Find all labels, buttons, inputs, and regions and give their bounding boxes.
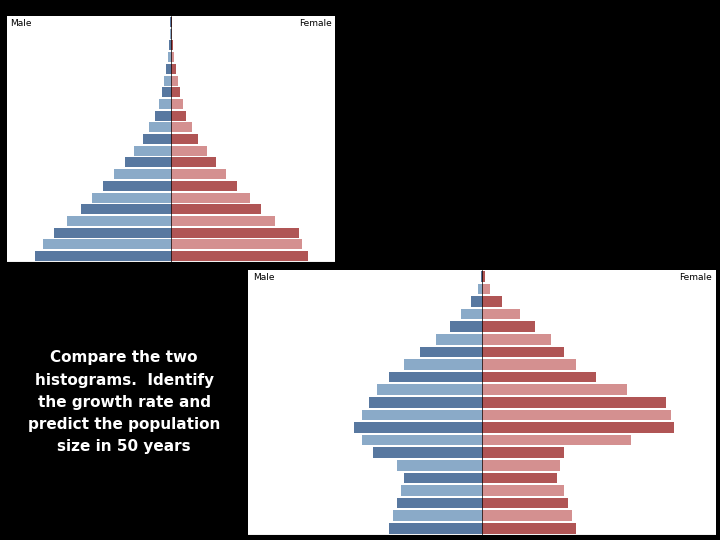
Bar [155, 111, 171, 120]
Bar [114, 169, 171, 179]
Text: Female: Female [679, 273, 711, 282]
Bar [482, 284, 490, 294]
Bar [170, 29, 171, 39]
Bar [482, 472, 557, 483]
Bar [171, 99, 183, 109]
Bar [134, 146, 171, 156]
Bar [482, 334, 551, 345]
Bar [482, 309, 520, 320]
Bar [471, 296, 482, 307]
Bar [482, 397, 666, 408]
Bar [166, 64, 171, 74]
Bar [168, 40, 171, 50]
Bar [482, 435, 631, 446]
Bar [482, 372, 595, 382]
Bar [81, 204, 171, 214]
Bar [149, 123, 171, 132]
Text: Male: Male [11, 19, 32, 28]
Bar [171, 123, 192, 132]
Bar [171, 158, 216, 167]
Bar [392, 510, 482, 521]
Bar [171, 216, 275, 226]
Bar [449, 321, 482, 332]
Bar [389, 523, 482, 534]
Bar [436, 334, 482, 345]
Bar [482, 409, 671, 420]
Bar [482, 384, 626, 395]
Bar [482, 447, 564, 458]
Bar [420, 347, 482, 357]
Bar [171, 52, 174, 62]
Bar [162, 87, 171, 97]
Bar [481, 271, 482, 282]
Bar [171, 251, 307, 261]
Bar [171, 29, 172, 39]
Bar [164, 76, 171, 85]
Bar [171, 193, 250, 202]
Bar [171, 134, 198, 144]
Bar [482, 460, 560, 471]
Bar [361, 435, 482, 446]
Bar [478, 284, 482, 294]
Text: Compare the two
histograms.  Identify
the growth rate and
predict the population: Compare the two histograms. Identify the… [28, 350, 220, 454]
Bar [482, 485, 564, 496]
Bar [171, 146, 207, 156]
Text: Female: Female [299, 19, 331, 28]
Text: Age C: Age C [160, 276, 182, 286]
Bar [482, 321, 536, 332]
Bar [159, 99, 171, 109]
Bar [397, 460, 482, 471]
Bar [171, 228, 300, 238]
Bar [397, 498, 482, 509]
Bar [171, 87, 180, 97]
Bar [171, 169, 225, 179]
Text: Population (In millions): Population (In millions) [11, 276, 99, 286]
Bar [482, 347, 564, 357]
Text: Male: Male [253, 273, 274, 282]
Bar [482, 523, 576, 534]
Bar [92, 193, 171, 202]
Bar [143, 134, 171, 144]
Bar [389, 372, 482, 382]
Bar [171, 111, 186, 120]
Bar [482, 498, 568, 509]
Bar [103, 181, 171, 191]
Bar [361, 409, 482, 420]
Bar [171, 181, 236, 191]
Bar [35, 251, 171, 261]
Bar [171, 64, 176, 74]
Bar [171, 204, 261, 214]
Bar [482, 422, 673, 433]
Title: Sudan - 2016: Sudan - 2016 [134, 5, 208, 16]
Bar [482, 296, 502, 307]
Bar [171, 239, 302, 249]
Bar [168, 52, 171, 62]
Bar [373, 447, 482, 458]
Bar [369, 397, 482, 408]
Bar [354, 422, 482, 433]
Bar [125, 158, 171, 167]
Bar [377, 384, 482, 395]
Bar [171, 40, 173, 50]
Bar [405, 472, 482, 483]
Bar [482, 359, 576, 370]
Bar [482, 510, 572, 521]
Bar [405, 359, 482, 370]
Bar [42, 239, 171, 249]
Bar [400, 485, 482, 496]
Bar [461, 309, 482, 320]
Title: Italy - 2016: Italy - 2016 [451, 259, 514, 269]
Bar [171, 76, 178, 85]
Bar [53, 228, 171, 238]
Bar [67, 216, 171, 226]
Bar [482, 271, 485, 282]
